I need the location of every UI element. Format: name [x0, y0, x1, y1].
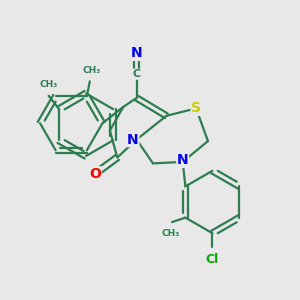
- Text: N: N: [177, 153, 188, 167]
- Text: CH₃: CH₃: [161, 229, 180, 238]
- Text: N: N: [127, 133, 139, 147]
- Text: C: C: [133, 69, 141, 79]
- Text: S: S: [191, 101, 201, 116]
- Text: CH₃: CH₃: [40, 80, 58, 89]
- Text: O: O: [89, 167, 101, 181]
- Text: CH₃: CH₃: [82, 66, 100, 75]
- Text: Cl: Cl: [206, 253, 219, 266]
- Text: N: N: [131, 46, 142, 60]
